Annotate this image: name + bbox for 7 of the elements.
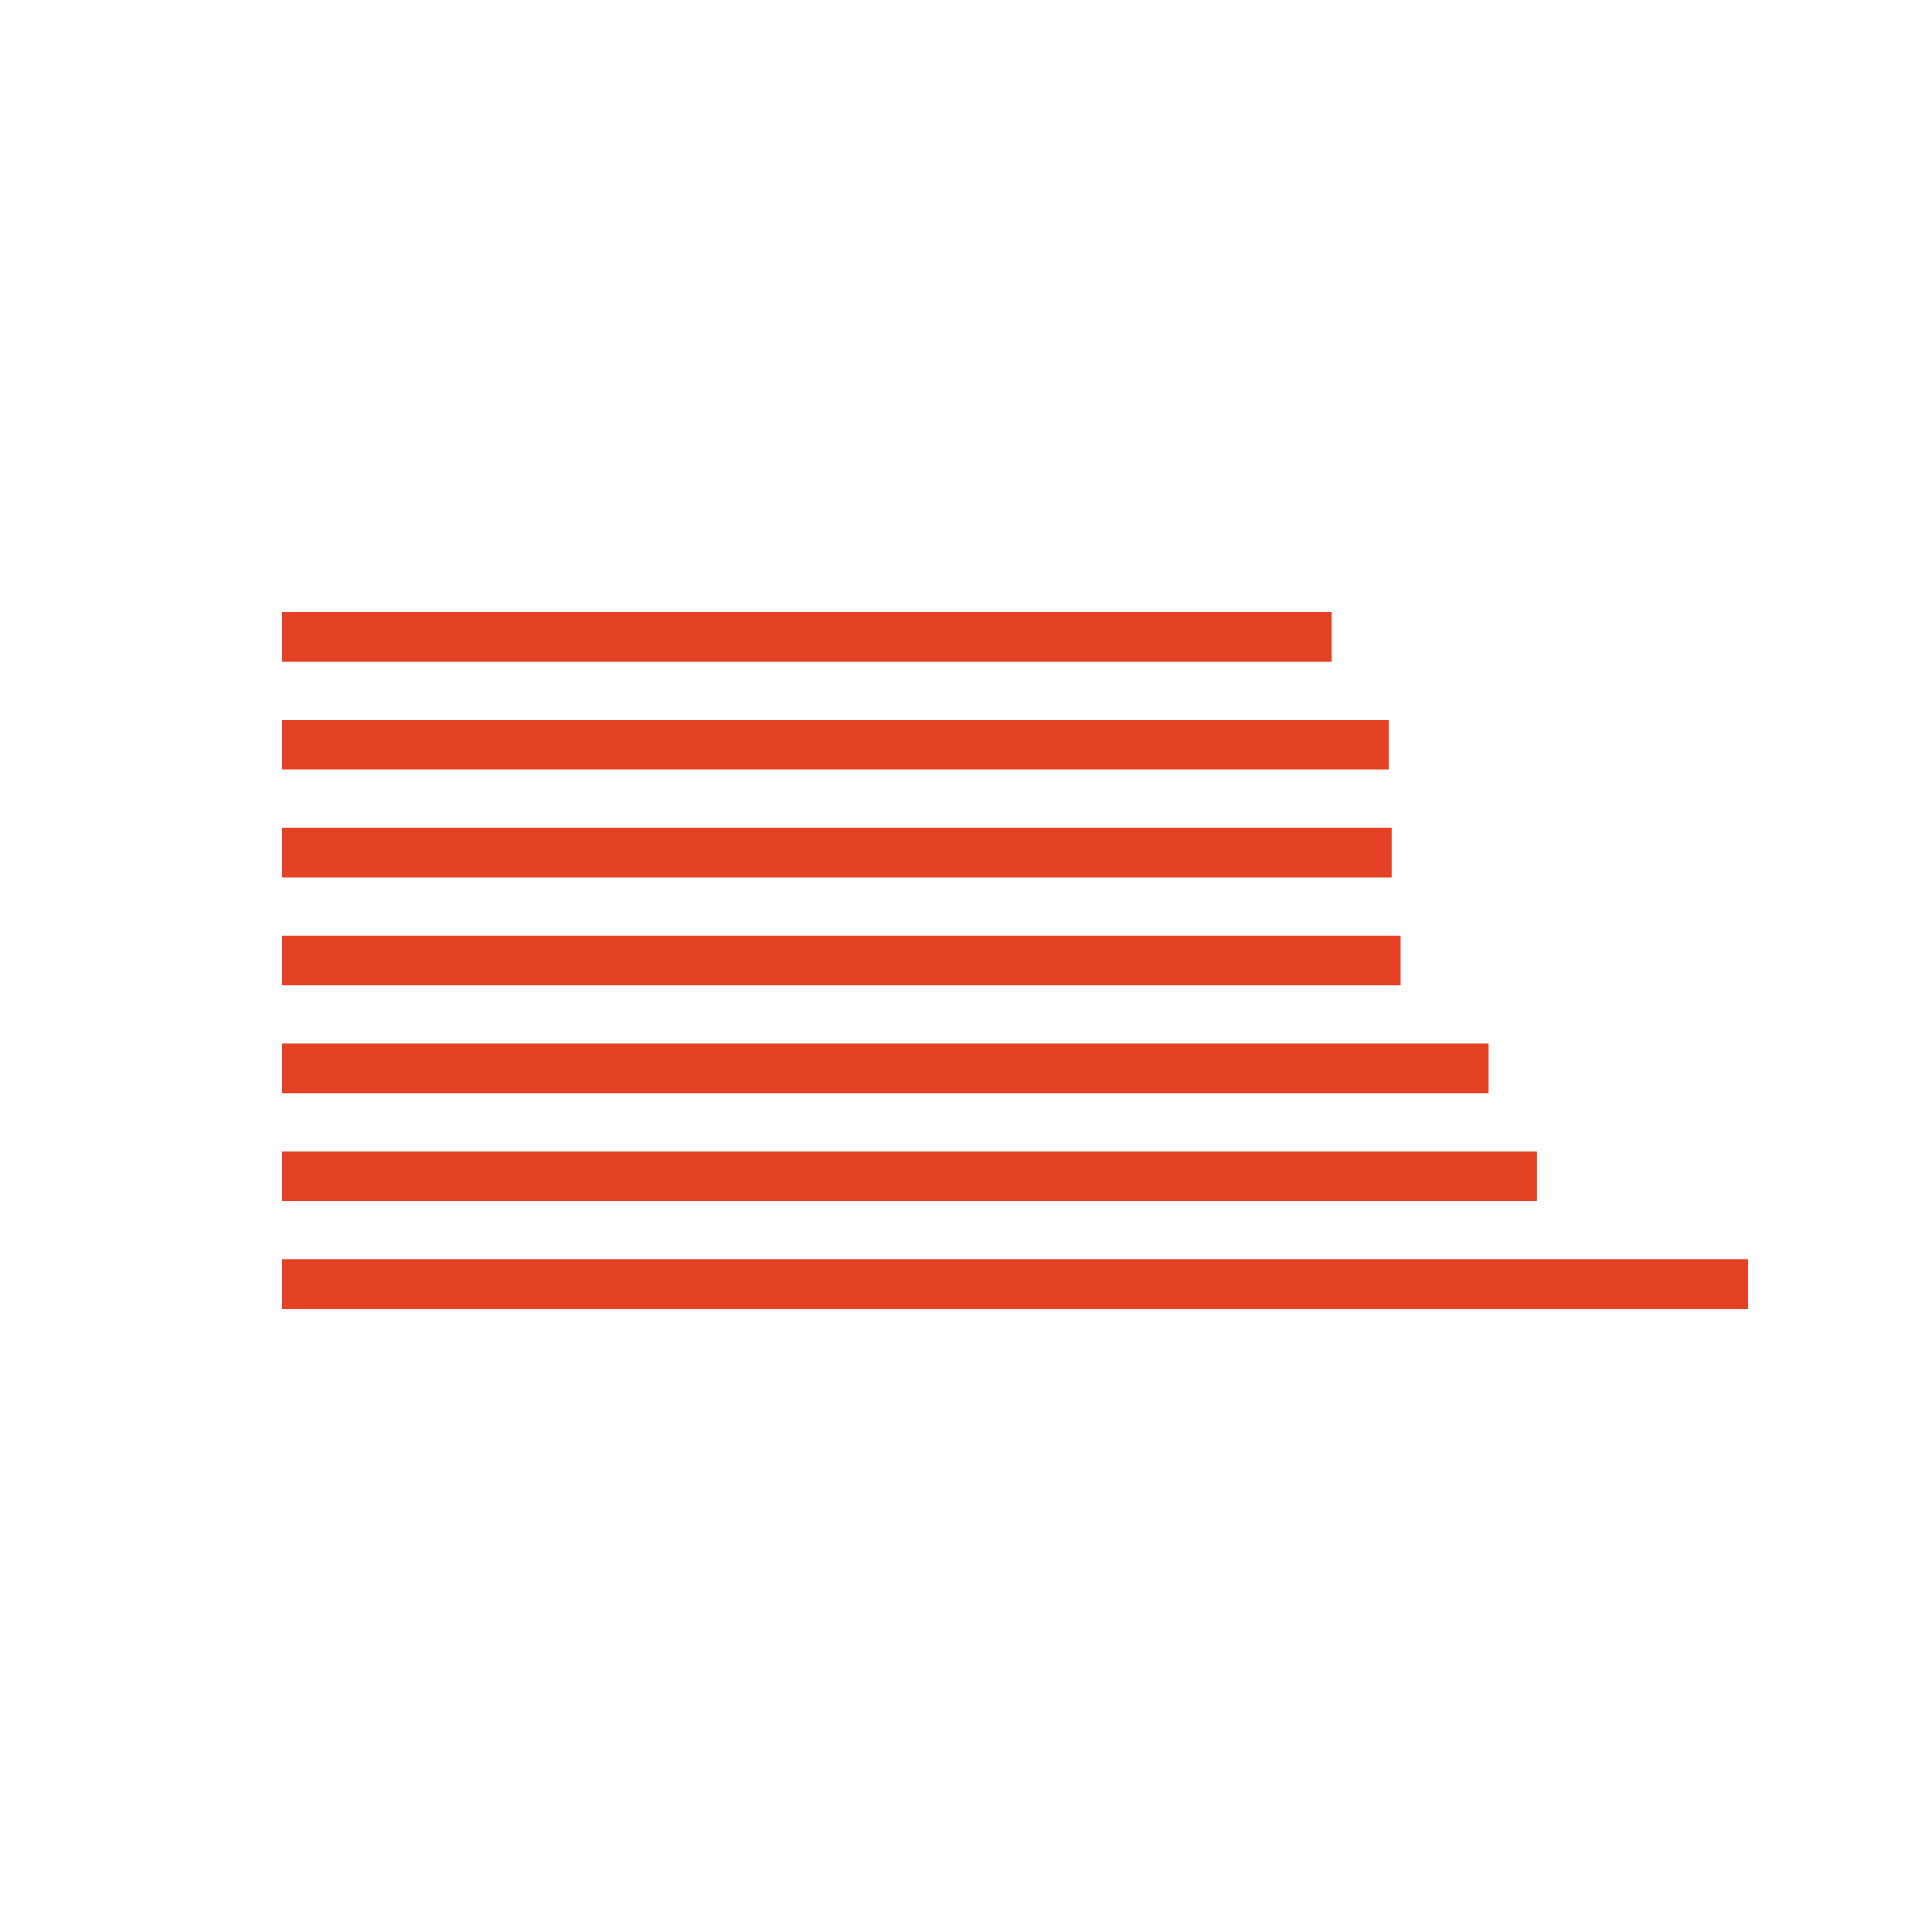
bar: [282, 827, 1392, 878]
bar: [282, 1259, 1748, 1309]
bar: [282, 719, 1389, 770]
bar: [282, 1151, 1537, 1202]
bar: [282, 1043, 1489, 1094]
bar: [282, 612, 1332, 662]
bar: [282, 935, 1401, 986]
